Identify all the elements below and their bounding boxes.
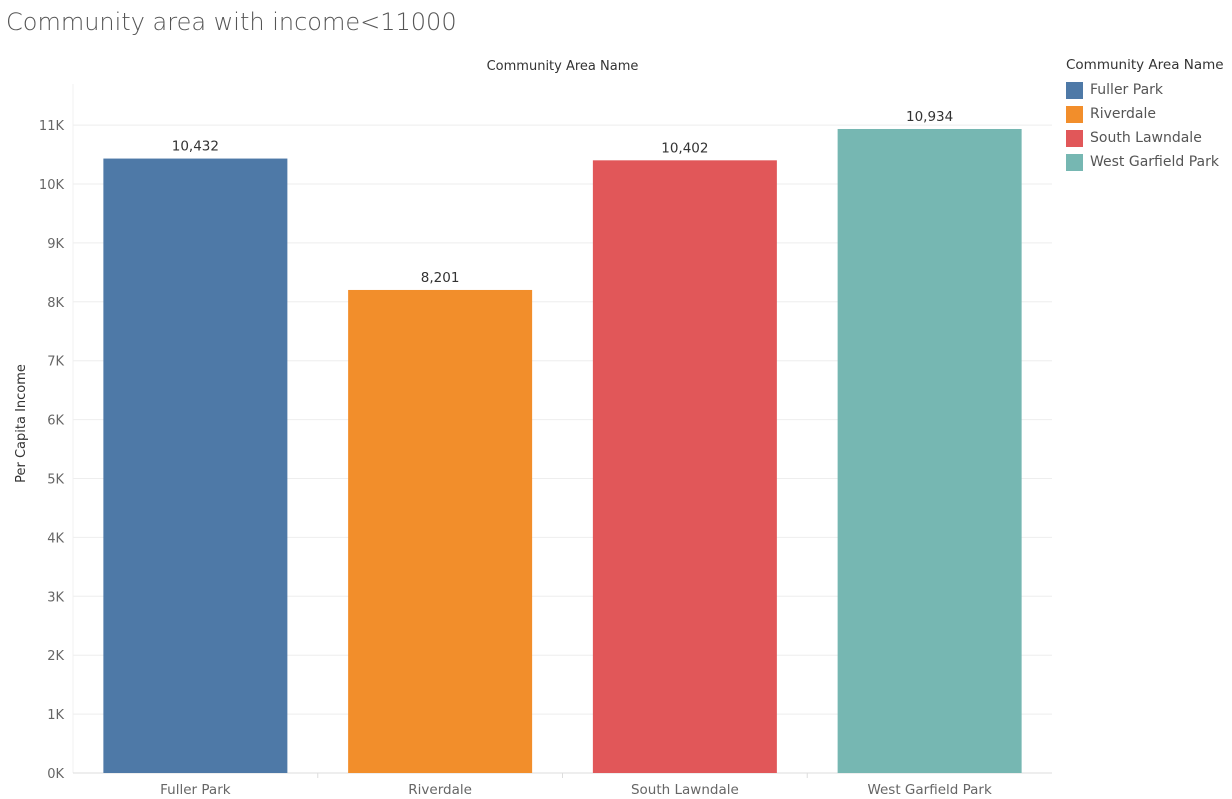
legend-item[interactable]: West Garfield Park: [1066, 150, 1228, 174]
legend-swatch: [1066, 105, 1083, 123]
x-tick-label: Fuller Park: [160, 782, 231, 798]
bar-fuller-park[interactable]: [103, 158, 288, 774]
y-tick-label: 6K: [47, 414, 64, 429]
legend-swatch: [1066, 153, 1083, 171]
bar-riverdale[interactable]: [348, 289, 533, 773]
data-label: 10,934: [906, 109, 953, 125]
legend-items: Fuller Park Riverdale South Lawndale West G…: [1066, 78, 1228, 174]
legend-item[interactable]: Riverdale: [1066, 102, 1228, 126]
x-tick-label: South Lawndale: [631, 782, 739, 798]
legend-title: Community Area Name: [1066, 57, 1224, 73]
y-tick-label: 9K: [47, 237, 64, 252]
data-label: 10,402: [661, 140, 708, 156]
y-tick-label: 5K: [47, 473, 64, 488]
bar-west-garfield-park[interactable]: [837, 128, 1022, 773]
legend-item[interactable]: Fuller Park: [1066, 78, 1228, 102]
y-tick-label: 8K: [47, 296, 64, 311]
y-tick-label: 1K: [47, 708, 64, 723]
legend-label: Riverdale: [1090, 106, 1156, 122]
legend-label: Fuller Park: [1090, 82, 1164, 98]
x-tick-label: Riverdale: [408, 782, 472, 798]
y-tick-label: 3K: [47, 590, 64, 605]
y-tick-label: 4K: [47, 531, 64, 546]
data-label: 8,201: [421, 270, 460, 286]
legend-item[interactable]: South Lawndale: [1066, 126, 1228, 150]
legend-swatch: [1066, 129, 1083, 147]
legend-swatch: [1066, 81, 1083, 99]
legend[interactable]: Community Area Name Fuller Park Riverdale…: [1066, 57, 1228, 174]
y-tick-label: 7K: [47, 355, 64, 370]
y-tick-label: 2K: [47, 649, 64, 664]
column-header: Community Area Name: [487, 59, 639, 74]
data-label: 10,432: [172, 139, 219, 155]
chart-title: Community area with income<11000: [6, 8, 457, 36]
y-axis-title: Per Capita Income: [14, 364, 29, 483]
y-tick-label: 11K: [39, 119, 65, 134]
bar-south-lawndale[interactable]: [592, 160, 777, 773]
y-tick-label: 10K: [39, 178, 65, 193]
legend-label: South Lawndale: [1090, 130, 1202, 146]
y-tick-label: 0K: [47, 767, 64, 782]
x-tick-label: West Garfield Park: [867, 782, 992, 798]
legend-label: West Garfield Park: [1090, 154, 1219, 170]
